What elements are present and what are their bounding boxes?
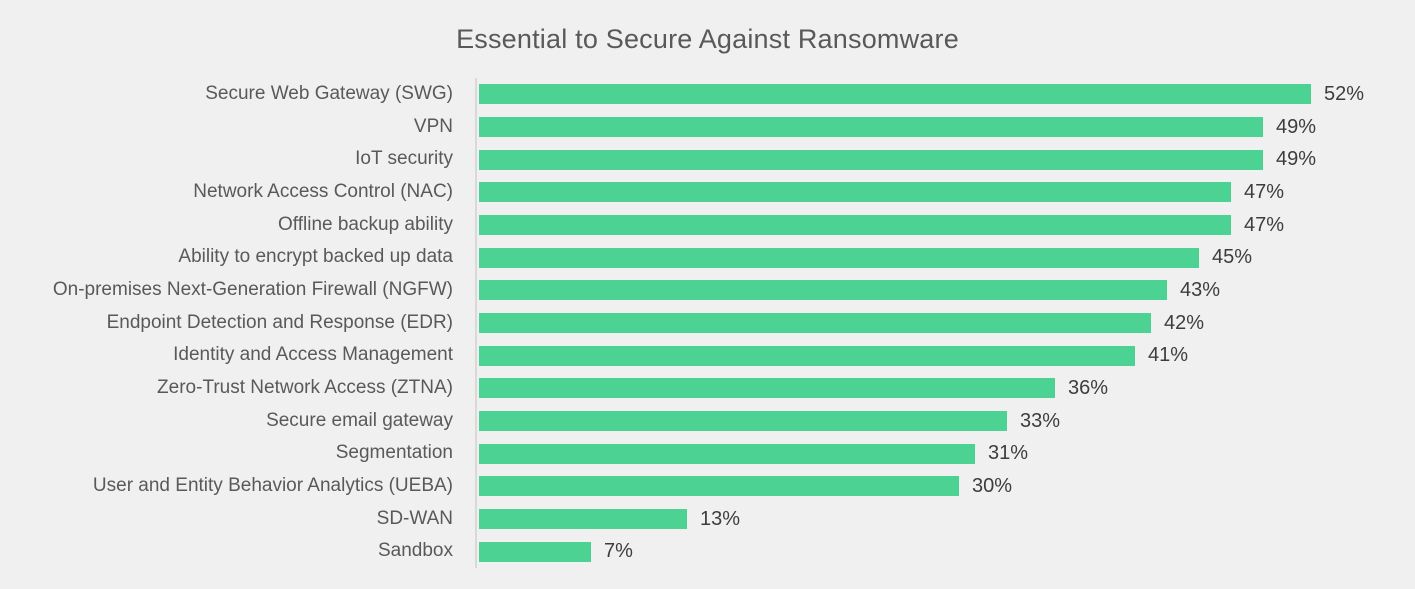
- bar: [479, 84, 1311, 105]
- bar-row: SD-WAN 13%: [0, 503, 1415, 536]
- bar-row: Network Access Control (NAC) 47%: [0, 176, 1415, 209]
- bar: [479, 215, 1231, 236]
- bar-area: 13%: [479, 503, 1415, 536]
- bar-area: 47%: [479, 209, 1415, 242]
- category-label: Ability to encrypt backed up data: [178, 246, 453, 268]
- value-label: 7%: [604, 540, 633, 563]
- bar-area: 52%: [479, 78, 1415, 111]
- value-label: 13%: [700, 507, 741, 530]
- bar-area: 47%: [479, 176, 1415, 209]
- bar: [479, 149, 1263, 170]
- value-label: 49%: [1276, 115, 1317, 138]
- category-label: Offline backup ability: [278, 213, 453, 235]
- bar-row: Offline backup ability 47%: [0, 209, 1415, 242]
- bar: [479, 443, 975, 464]
- bar-area: 49%: [479, 143, 1415, 176]
- bar: [479, 182, 1231, 203]
- category-label: Segmentation: [335, 442, 453, 464]
- bar-area: 42%: [479, 307, 1415, 340]
- bar-row: On-premises Next-Generation Firewall (NG…: [0, 274, 1415, 307]
- bar-row: IoT security 49%: [0, 143, 1415, 176]
- bar-area: 33%: [479, 405, 1415, 438]
- bar-area: 36%: [479, 372, 1415, 405]
- value-label: 47%: [1244, 180, 1285, 203]
- bar-area: 45%: [479, 241, 1415, 274]
- bar-row: VPN 49%: [0, 111, 1415, 144]
- category-label: SD-WAN: [376, 507, 453, 529]
- bar-row: Endpoint Detection and Response (EDR) 42%: [0, 307, 1415, 340]
- bar: [479, 509, 687, 530]
- category-label: IoT security: [355, 148, 453, 170]
- value-label: 31%: [988, 442, 1029, 465]
- category-label: Secure Web Gateway (SWG): [205, 82, 453, 104]
- value-label: 52%: [1324, 82, 1365, 105]
- value-label: 33%: [1020, 409, 1061, 432]
- bar-row: Zero-Trust Network Access (ZTNA) 36%: [0, 372, 1415, 405]
- bar-row: Secure email gateway 33%: [0, 405, 1415, 438]
- value-label: 42%: [1164, 311, 1205, 334]
- category-label: User and Entity Behavior Analytics (UEBA…: [92, 474, 453, 496]
- value-label: 41%: [1148, 344, 1189, 367]
- category-label: Secure email gateway: [266, 409, 453, 431]
- bar-area: 49%: [479, 111, 1415, 144]
- value-label: 43%: [1180, 278, 1221, 301]
- bar-row: Secure Web Gateway (SWG) 52%: [0, 78, 1415, 111]
- bar: [479, 476, 959, 497]
- bar-row: Ability to encrypt backed up data 45%: [0, 241, 1415, 274]
- category-label: Network Access Control (NAC): [193, 180, 453, 202]
- category-label: Identity and Access Management: [173, 344, 453, 366]
- bar-area: 30%: [479, 470, 1415, 503]
- category-label: VPN: [413, 115, 453, 137]
- category-label: Sandbox: [377, 540, 453, 562]
- value-label: 36%: [1068, 376, 1109, 399]
- bar-area: 43%: [479, 274, 1415, 307]
- category-label: Endpoint Detection and Response (EDR): [106, 311, 453, 333]
- value-label: 30%: [972, 474, 1013, 497]
- bar-area: 7%: [479, 535, 1415, 568]
- bar-row: Sandbox 7%: [0, 535, 1415, 568]
- bar: [479, 117, 1263, 137]
- bar-row: Segmentation 31%: [0, 437, 1415, 470]
- bar: [479, 345, 1135, 366]
- y-axis-line: [475, 78, 477, 568]
- category-label: Zero-Trust Network Access (ZTNA): [157, 376, 453, 398]
- value-label: 47%: [1244, 213, 1285, 236]
- value-label: 45%: [1212, 246, 1253, 269]
- bar: [479, 411, 1007, 432]
- chart-rows: Secure Web Gateway (SWG) 52% VPN 49% IoT sec…: [0, 78, 1415, 568]
- bar: [479, 313, 1151, 334]
- bar-row: User and Entity Behavior Analytics (UEBA…: [0, 470, 1415, 503]
- bar: [479, 247, 1199, 268]
- bar: [479, 541, 591, 562]
- bar: [479, 280, 1167, 301]
- value-label: 49%: [1276, 148, 1317, 171]
- bar-area: 41%: [479, 339, 1415, 372]
- bar-row: Identity and Access Management 41%: [0, 339, 1415, 372]
- bar-area: 31%: [479, 437, 1415, 470]
- bar: [479, 378, 1055, 399]
- category-label: On-premises Next-Generation Firewall (NG…: [52, 278, 453, 300]
- chart-title: Essential to Secure Against Ransomware: [456, 24, 959, 54]
